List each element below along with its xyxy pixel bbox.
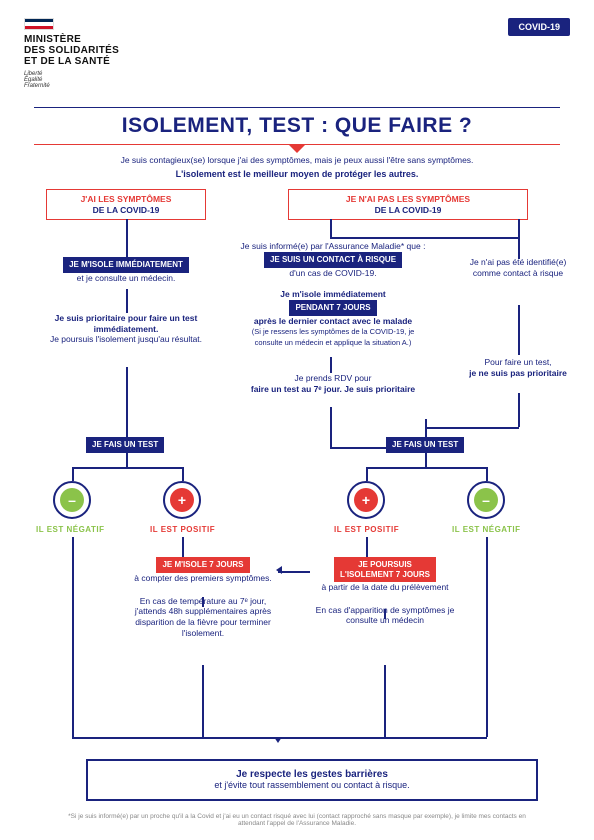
footnote: *Si je suis informé(e) par un proche qu'… [24, 813, 570, 827]
a2: Je suis prioritaire pour faire un test i… [46, 313, 206, 345]
dot-neg-b: – [467, 481, 505, 519]
pill-7days: PENDANT 7 JOURS [289, 300, 376, 316]
pill-isolate-7: JE M'ISOLE 7 JOURS [156, 557, 249, 573]
test-pill-left: JE FAIS UN TEST [86, 437, 164, 453]
dot-pos-b: + [347, 481, 385, 519]
c1: Je n'ai pas été identifié(e) comme conta… [468, 257, 568, 278]
redbox-left: JE M'ISOLE 7 JOURS à compter des premier… [128, 557, 278, 638]
pill-continue-7: JE POURSUISL'ISOLEMENT 7 JOURS [334, 557, 436, 582]
gov-logo: MINISTÈRE DES SOLIDARITÉS ET DE LA SANTÉ… [24, 18, 119, 89]
head-no-symptoms: JE N'AI PAS LES SYMPTÔMESDE LA COVID-19 [288, 189, 528, 220]
dot-neg-a: – [53, 481, 91, 519]
head-symptoms: J'AI LES SYMPTÔMESDE LA COVID-19 [46, 189, 206, 220]
intro-bold: L'isolement est le meilleur moyen de pro… [24, 169, 570, 179]
flowchart: J'AI LES SYMPTÔMESDE LA COVID-19 JE N'AI… [28, 189, 566, 809]
test-pill-right: JE FAIS UN TEST [386, 437, 464, 453]
page-title: ISOLEMENT, TEST : QUE FAIRE ? [34, 107, 560, 145]
pill-contact-risk: JE SUIS UN CONTACT À RISQUE [264, 252, 402, 268]
b2: Je m'isole immédiatement PENDANT 7 JOURS… [238, 289, 428, 348]
pill-isolate-now: JE M'ISOLE IMMÉDIATEMENT [63, 257, 189, 273]
redbox-right: JE POURSUISL'ISOLEMENT 7 JOURS à partir … [310, 557, 460, 626]
label-neg-b: IL EST NÉGATIF [452, 525, 520, 534]
b3: Je prends RDV pourfaire un test au 7ᵉ jo… [248, 373, 418, 394]
motto: Liberté Égalité Fraternité [24, 71, 119, 89]
dot-pos-a: + [163, 481, 201, 519]
label-neg-a: IL EST NÉGATIF [36, 525, 104, 534]
c2: Pour faire un test,je ne suis pas priori… [468, 357, 568, 378]
ministry-name: MINISTÈRE DES SOLIDARITÉS ET DE LA SANTÉ [24, 34, 119, 67]
b1: Je suis informé(e) par l'Assurance Malad… [238, 241, 428, 278]
intro-text: Je suis contagieux(se) lorsque j'ai des … [54, 155, 540, 165]
label-pos-a: IL EST POSITIF [150, 525, 215, 534]
label-pos-b: IL EST POSITIF [334, 525, 399, 534]
a1: JE M'ISOLE IMMÉDIATEMENT et je consulte … [46, 257, 206, 284]
final-box: Je respecte les gestes barrières et j'év… [86, 759, 538, 801]
covid-badge: COVID-19 [508, 18, 570, 36]
france-flag-icon [24, 18, 54, 30]
